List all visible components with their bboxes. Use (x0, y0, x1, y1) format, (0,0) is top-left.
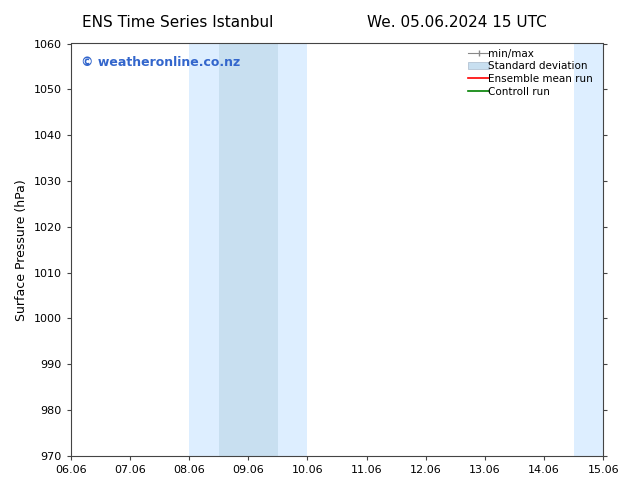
Text: We. 05.06.2024 15 UTC: We. 05.06.2024 15 UTC (366, 15, 547, 30)
Text: ENS Time Series Istanbul: ENS Time Series Istanbul (82, 15, 273, 30)
Bar (189, 44, 307, 456)
Legend: min/max, Standard deviation, Ensemble mean run, Controll run: min/max, Standard deviation, Ensemble me… (469, 49, 598, 97)
Text: © weatheronline.co.nz: © weatheronline.co.nz (81, 56, 241, 69)
Y-axis label: Surface Pressure (hPa): Surface Pressure (hPa) (15, 179, 28, 320)
Bar (574, 44, 603, 456)
Bar (219, 44, 278, 456)
